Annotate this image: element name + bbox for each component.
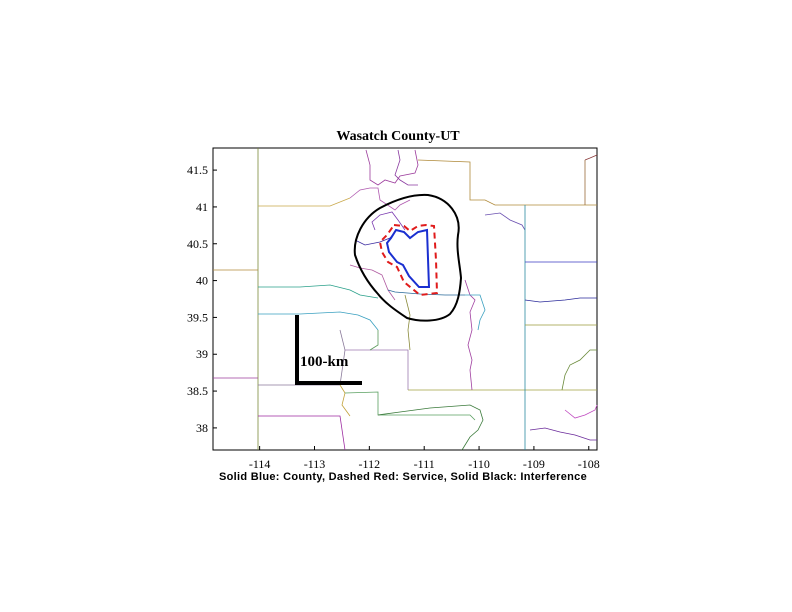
y-axis-ticks: 41.5 41 40.5 40 39.5 39 38.5 38: [187, 163, 217, 435]
y-tick-label: 41: [196, 200, 208, 214]
interference-contour: [353, 193, 463, 322]
y-tick-label: 39: [196, 347, 208, 361]
scale-bar: 100-km: [295, 315, 362, 385]
y-tick-label: 38: [196, 421, 208, 435]
x-tick-label: -108: [578, 457, 600, 471]
y-tick-label: 40: [196, 274, 208, 288]
y-tick-label: 40.5: [187, 237, 208, 251]
county-boundary: [385, 228, 431, 288]
y-tick-label: 41.5: [187, 163, 208, 177]
x-tick-label: -109: [523, 457, 545, 471]
legend-caption: Solid Blue: County, Dashed Red: Service,…: [219, 471, 587, 483]
x-tick-label: -111: [414, 457, 435, 471]
x-tick-label: -114: [249, 457, 271, 471]
map-title: Wasatch County-UT: [336, 129, 460, 144]
service-contour: [378, 223, 439, 297]
x-tick-label: -113: [304, 457, 326, 471]
x-tick-label: -110: [468, 457, 490, 471]
x-tick-label: -112: [359, 457, 381, 471]
scale-bar-label: 100-km: [300, 354, 349, 370]
plot-area: 100-km: [212, 147, 598, 451]
y-tick-label: 39.5: [187, 310, 208, 324]
y-tick-label: 38.5: [187, 384, 208, 398]
x-axis-ticks: -114 -113 -112 -111 -110 -109 -108: [249, 446, 600, 471]
county-boundaries: [213, 148, 598, 451]
